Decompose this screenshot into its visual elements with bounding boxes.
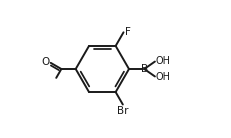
Text: OH: OH — [155, 56, 170, 66]
Text: OH: OH — [155, 72, 170, 82]
Text: Br: Br — [117, 106, 128, 116]
Text: F: F — [124, 27, 130, 37]
Text: B: B — [140, 64, 147, 74]
Text: O: O — [41, 57, 49, 67]
